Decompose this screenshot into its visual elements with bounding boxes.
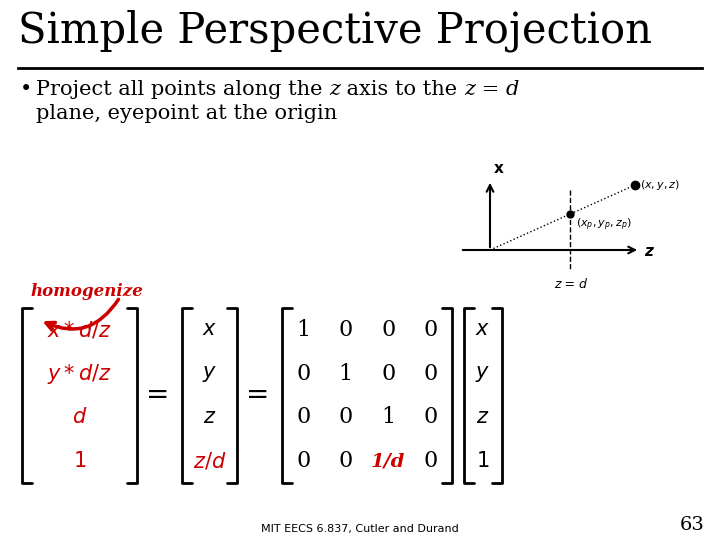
Text: 1: 1 — [381, 407, 395, 428]
Text: $y$: $y$ — [202, 363, 217, 383]
Text: 1: 1 — [338, 363, 353, 384]
Text: $1$: $1$ — [73, 451, 86, 471]
Text: 0: 0 — [423, 407, 438, 428]
Text: 0: 0 — [423, 319, 438, 341]
Text: 0: 0 — [338, 450, 353, 472]
Text: •: • — [20, 80, 32, 99]
Text: 0: 0 — [381, 363, 395, 384]
Text: 0: 0 — [423, 450, 438, 472]
Text: =: = — [145, 382, 169, 409]
Text: z: z — [644, 245, 653, 260]
Text: $(x,y,z)$: $(x,y,z)$ — [640, 178, 680, 192]
Text: x: x — [494, 161, 504, 176]
Text: $x * d / z$: $x * d / z$ — [47, 319, 112, 340]
Text: z = d: z = d — [554, 278, 586, 291]
Text: Project all points along the: Project all points along the — [36, 80, 329, 99]
Text: Simple Perspective Projection: Simple Perspective Projection — [18, 10, 652, 52]
Text: axis to the: axis to the — [340, 80, 464, 99]
Text: d: d — [505, 80, 519, 99]
Text: 63: 63 — [680, 516, 705, 534]
Text: 0: 0 — [296, 450, 310, 472]
Text: $z$: $z$ — [203, 408, 216, 427]
Text: 1/d: 1/d — [371, 452, 405, 470]
Text: =: = — [246, 382, 269, 409]
Text: $z$: $z$ — [477, 408, 490, 427]
Text: 0: 0 — [423, 363, 438, 384]
Text: homogenize: homogenize — [30, 284, 143, 300]
Text: z: z — [464, 80, 475, 99]
Text: MIT EECS 6.837, Cutler and Durand: MIT EECS 6.837, Cutler and Durand — [261, 524, 459, 534]
Text: 0: 0 — [296, 407, 310, 428]
Text: 0: 0 — [338, 407, 353, 428]
Text: $1$: $1$ — [477, 451, 490, 471]
Text: z: z — [329, 80, 340, 99]
Text: plane, eyepoint at the origin: plane, eyepoint at the origin — [36, 104, 337, 123]
Text: 0: 0 — [296, 363, 310, 384]
Text: $z/d$: $z/d$ — [193, 450, 226, 471]
Text: 1: 1 — [296, 319, 310, 341]
Text: $y * d / z$: $y * d / z$ — [47, 362, 112, 386]
Text: $x$: $x$ — [202, 320, 217, 339]
Text: 0: 0 — [381, 319, 395, 341]
Text: $x$: $x$ — [475, 320, 490, 339]
Text: $d$: $d$ — [72, 407, 87, 427]
Text: $y$: $y$ — [475, 363, 490, 383]
Text: =: = — [475, 80, 505, 99]
Text: 0: 0 — [338, 319, 353, 341]
Text: $(x_p,y_p,z_p)$: $(x_p,y_p,z_p)$ — [576, 216, 632, 233]
